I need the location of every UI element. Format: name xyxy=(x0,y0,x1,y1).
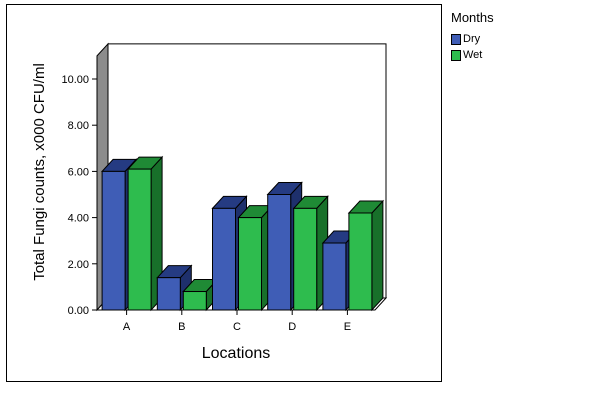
y-tick-label: 0.00 xyxy=(68,305,89,317)
x-axis: A B C D E xyxy=(97,309,375,333)
legend-item-dry: Dry xyxy=(451,31,494,47)
y-tick-label: 6.00 xyxy=(68,166,89,178)
x-tick-label: B xyxy=(178,321,185,333)
y-tick-label: 4.00 xyxy=(68,213,89,225)
bar-front xyxy=(267,194,292,311)
legend-swatch-wet xyxy=(451,49,461,61)
bar-front xyxy=(293,207,318,311)
x-tick-label: C xyxy=(233,321,241,333)
y-tick-label: 2.00 xyxy=(68,259,89,271)
x-tick-label: E xyxy=(344,321,351,333)
x-axis-label: Locations xyxy=(202,345,271,362)
bars xyxy=(100,155,385,312)
bar-front xyxy=(156,277,181,311)
bar-wet-e xyxy=(347,199,385,312)
bar-front xyxy=(322,242,347,311)
bar-wet-a xyxy=(126,155,164,312)
x-tick-label: A xyxy=(123,321,131,333)
legend: Months Dry Wet xyxy=(451,10,494,63)
y-tick-label: 10.00 xyxy=(61,74,89,86)
bar-wet-d xyxy=(292,195,329,312)
legend-item-wet: Wet xyxy=(451,47,494,63)
bar-side xyxy=(371,199,384,312)
legend-title: Months xyxy=(451,10,494,25)
bar-front xyxy=(182,291,207,311)
chart-frame xyxy=(6,4,442,382)
bar-front xyxy=(212,207,236,311)
legend-label-dry: Dry xyxy=(463,33,481,45)
bar-front xyxy=(101,170,126,311)
bar-front xyxy=(127,168,152,311)
bar-front xyxy=(238,217,262,311)
bar-dry-b xyxy=(156,264,193,312)
legend-label-wet: Wet xyxy=(463,49,483,61)
y-axis: 0.00 2.00 4.00 6.00 8.00 10.00 xyxy=(61,55,98,317)
bar-front xyxy=(348,212,373,311)
x-tick-label: D xyxy=(288,321,296,333)
y-axis-label: Total Fungi counts, x000 CFU/ml xyxy=(31,63,48,281)
legend-swatch-dry xyxy=(451,33,461,45)
y-tick-label: 8.00 xyxy=(68,120,89,132)
